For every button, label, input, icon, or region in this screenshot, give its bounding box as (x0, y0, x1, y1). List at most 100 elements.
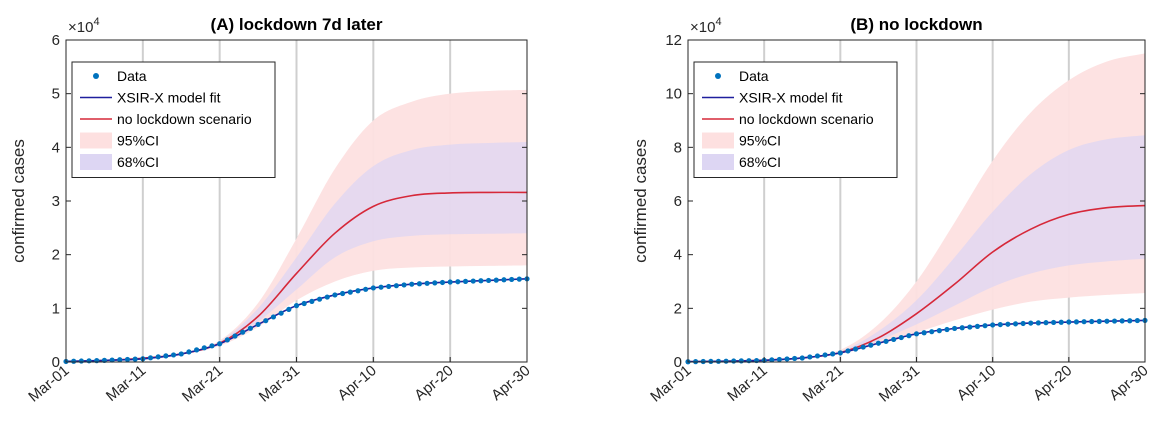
data-point (163, 353, 169, 359)
data-point (1089, 318, 1095, 325)
data-point (799, 355, 805, 361)
y-tick-label: 4 (52, 139, 60, 156)
x-tick-label: Mar-31 (876, 362, 923, 406)
data-point (883, 338, 889, 344)
data-point (1134, 317, 1140, 324)
data-point (959, 325, 965, 331)
legend-label-scenario: no lockdown scenario (117, 111, 252, 127)
data-point (286, 306, 292, 313)
chart-title: (A) lockdown 7d later (211, 15, 383, 34)
data-point (1127, 318, 1133, 324)
data-point (409, 281, 415, 287)
legend-swatch-ci95 (80, 132, 112, 149)
data-point (822, 352, 828, 358)
y-tick-label: 2 (674, 300, 682, 317)
x-tick-label: Mar-01 (647, 362, 694, 406)
data-point (807, 354, 813, 360)
data-point (891, 336, 897, 343)
y-axis-label: confirmed cases (9, 139, 28, 263)
data-point (1005, 321, 1011, 327)
data-point (1081, 319, 1087, 325)
data-point (1096, 318, 1102, 324)
data-point (913, 331, 920, 337)
data-point (209, 343, 215, 349)
data-point (340, 290, 346, 297)
y-exponent-label: ×104 (68, 16, 100, 36)
data-point (416, 281, 423, 287)
data-point (432, 280, 438, 286)
data-point (370, 285, 376, 291)
data-point (929, 329, 935, 335)
band-ci68 (66, 141, 527, 362)
data-point (132, 356, 138, 362)
data-point (455, 279, 461, 285)
legend-swatch-ci68 (702, 154, 734, 170)
data-point (1066, 319, 1072, 325)
y-exponent-label: ×104 (690, 16, 722, 36)
legend-label-scenario: no lockdown scenario (739, 111, 874, 127)
data-point (493, 277, 499, 283)
x-tick-label: Mar-11 (724, 362, 770, 405)
data-point (347, 289, 353, 295)
data-point (109, 357, 115, 363)
data-point (738, 358, 744, 364)
data-point (170, 352, 177, 358)
data-point (255, 321, 261, 328)
data-point (1035, 320, 1041, 326)
y-tick-label: 0 (674, 354, 682, 371)
data-point (1051, 319, 1057, 326)
data-point (86, 358, 92, 364)
data-point (270, 314, 277, 320)
data-point (906, 333, 912, 339)
data-point (974, 323, 981, 329)
data-point (401, 282, 407, 288)
legend-label-ci68: 68%CI (117, 154, 159, 170)
data-point (944, 326, 950, 333)
data-point (278, 310, 284, 316)
data-point (860, 344, 866, 350)
legend-swatch-ci68 (80, 154, 112, 170)
legend-label-ci95: 95%CI (739, 133, 781, 149)
data-point (1104, 318, 1110, 324)
y-tick-label: 3 (52, 193, 60, 210)
y-tick-label: 6 (674, 193, 682, 210)
data-point (293, 303, 300, 309)
legend-swatch-ci95 (702, 132, 734, 149)
panel-b: 0 2 4 6 8 10 12 Mar-01 Mar-11 Mar-21 Mar-31 Apr-10 A… (631, 15, 1152, 406)
y-tick-label: 6 (52, 32, 60, 49)
data-point (178, 351, 184, 357)
data-point (462, 278, 469, 284)
data-point (363, 286, 369, 292)
data-point (124, 356, 131, 363)
data-point (723, 358, 729, 364)
data-point (324, 294, 330, 300)
data-point (830, 351, 836, 357)
data-point (898, 334, 904, 341)
legend-label-ci95: 95%CI (117, 133, 159, 149)
data-point (951, 325, 958, 332)
legend: Data XSIR-X model fit no lockdown scenario… (71, 61, 276, 178)
data-point (1073, 319, 1080, 325)
legend-swatch-data (93, 73, 99, 79)
data-point (708, 358, 714, 365)
legend-label-data: Data (739, 68, 769, 84)
y-tick-label: 5 (52, 86, 60, 103)
data-point (936, 328, 942, 334)
data-point (1111, 318, 1118, 324)
data-point (301, 300, 307, 307)
x-tick-label: Mar-11 (103, 362, 149, 405)
data-point (378, 284, 384, 290)
legend-label-data: Data (117, 68, 147, 84)
data-point (814, 353, 821, 359)
data-point (1020, 320, 1026, 327)
legend-swatch-data (715, 73, 721, 79)
x-tick-label: Apr-30 (488, 362, 533, 404)
x-tick-label: Mar-31 (256, 362, 303, 406)
data-point (845, 348, 851, 354)
data-point (263, 318, 269, 324)
band-ci68 (688, 135, 1145, 362)
data-point (224, 337, 230, 343)
panel-a: 0 1 2 3 4 5 6 Mar-01 Mar-11 Mar-21 Mar-31 Apr-10 Apr… (9, 15, 534, 406)
data-point (186, 349, 192, 355)
